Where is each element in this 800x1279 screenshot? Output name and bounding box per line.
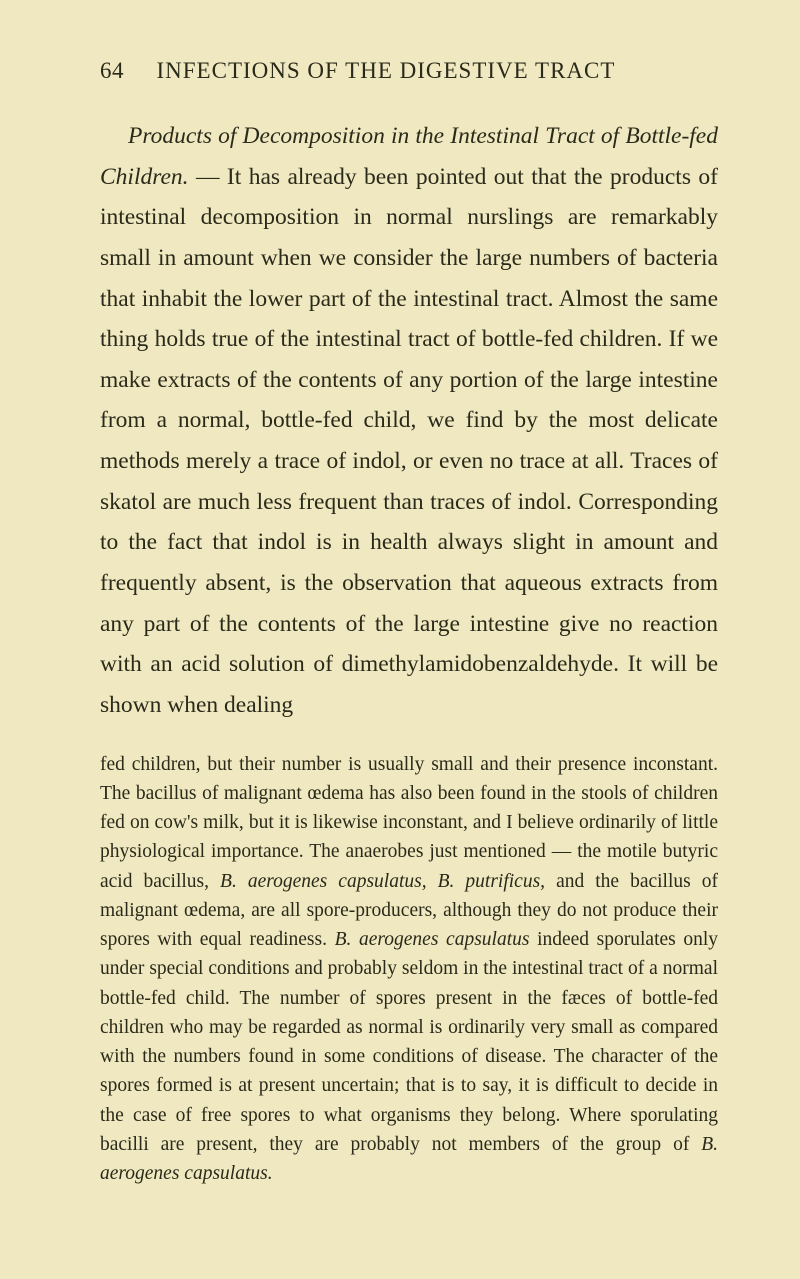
paragraph-body: — It has already been pointed out that t… bbox=[100, 164, 718, 718]
footnote-italic-2: B. aerogenes capsulatus bbox=[335, 929, 530, 950]
footnote-italic-1: B. aerogenes capsulatus, B. putrificus, bbox=[220, 871, 545, 892]
footnote-text-3: indeed sporulates only under special con… bbox=[100, 929, 718, 1155]
running-title: INFECTIONS OF THE DIGESTIVE TRACT bbox=[157, 58, 616, 83]
footnote-paragraph: fed children, but their number is usuall… bbox=[100, 750, 718, 1189]
page-number: 64 bbox=[100, 58, 124, 83]
main-paragraph: Products of Decomposition in the Intesti… bbox=[100, 116, 718, 726]
page-header: 64 INFECTIONS OF THE DIGESTIVE TRACT bbox=[100, 58, 718, 84]
